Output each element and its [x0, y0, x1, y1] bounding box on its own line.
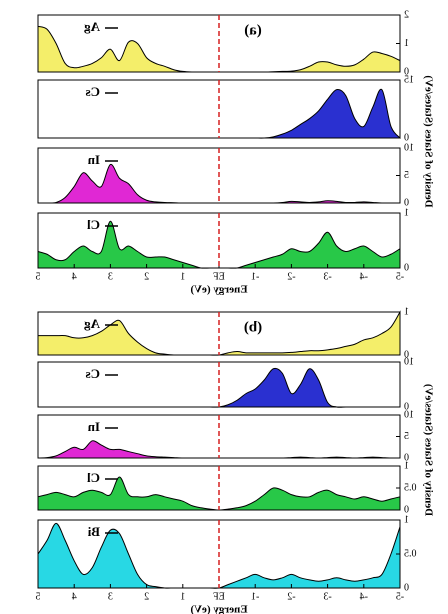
y-tick-label: 0.5	[404, 548, 417, 559]
legend-label: In	[87, 419, 100, 434]
y-tick-label: 0.5	[404, 482, 417, 493]
x-tick-label: -1	[251, 591, 259, 602]
y-axis-label: Density of States (States/eV)	[422, 75, 434, 208]
y-tick-label: 0	[404, 132, 409, 143]
x-tick-label: EF	[213, 271, 225, 282]
x-tick-label: 2	[144, 591, 149, 602]
x-tick-label: -5	[396, 271, 404, 282]
y-tick-label: 1	[404, 207, 409, 218]
legend-label: Cl	[87, 217, 100, 232]
y-tick-label: 0	[404, 262, 409, 273]
x-tick-label: 4	[72, 271, 77, 282]
x-tick-label: -3	[323, 591, 331, 602]
y-tick-label: 10	[404, 142, 414, 153]
y-tick-label: 0	[404, 401, 409, 412]
x-tick-label: 1	[180, 591, 185, 602]
legend-label: Ag	[84, 19, 100, 34]
y-tick-label: 0	[404, 452, 409, 463]
x-tick-label: 4	[72, 591, 77, 602]
y-axis-label: Density of States (States/eV)	[422, 384, 434, 517]
panel-label: (a)	[244, 22, 262, 38]
x-axis-label: Energy (eV)	[190, 604, 247, 614]
x-tick-label: 3	[108, 591, 113, 602]
x-tick-label: -2	[287, 591, 295, 602]
y-tick-label: 5	[404, 170, 409, 181]
x-axis-label: Energy (eV)	[190, 284, 247, 296]
legend-label: Cl	[87, 470, 100, 485]
y-tick-label: 1	[404, 460, 409, 471]
y-tick-label: 5	[404, 431, 409, 442]
x-tick-label: 5	[36, 591, 41, 602]
plot-background	[38, 362, 400, 407]
x-tick-label: -4	[360, 271, 368, 282]
x-tick-label: 3	[108, 271, 113, 282]
y-tick-label: 1	[404, 514, 409, 525]
y-tick-label: 0	[404, 66, 409, 77]
x-tick-label: -5	[396, 591, 404, 602]
legend-label: Cs	[86, 366, 100, 381]
y-tick-label: 1	[404, 306, 409, 317]
x-tick-label: 2	[144, 271, 149, 282]
panel-label: (b)	[244, 319, 262, 335]
x-tick-label: EF	[213, 591, 225, 602]
y-tick-label: 1	[404, 38, 409, 49]
x-tick-label: -2	[287, 271, 295, 282]
legend-label: Cs	[86, 84, 100, 99]
y-tick-label: 0	[404, 504, 409, 515]
x-tick-label: -4	[360, 591, 368, 602]
legend-label: Ag	[84, 316, 100, 331]
x-tick-label: 1	[180, 271, 185, 282]
legend-label: In	[87, 152, 100, 167]
y-tick-label: 0	[404, 197, 409, 208]
y-tick-label: 0	[404, 582, 409, 593]
x-tick-label: -1	[251, 271, 259, 282]
y-tick-label: 15	[404, 74, 414, 85]
legend-label: Bi	[87, 524, 100, 539]
y-tick-label: 10	[404, 409, 414, 420]
y-tick-label: 0	[404, 349, 409, 360]
y-tick-label: 10	[404, 356, 414, 367]
x-tick-label: 5	[36, 271, 41, 282]
y-tick-label: 2	[404, 9, 409, 20]
x-tick-label: -3	[323, 271, 331, 282]
